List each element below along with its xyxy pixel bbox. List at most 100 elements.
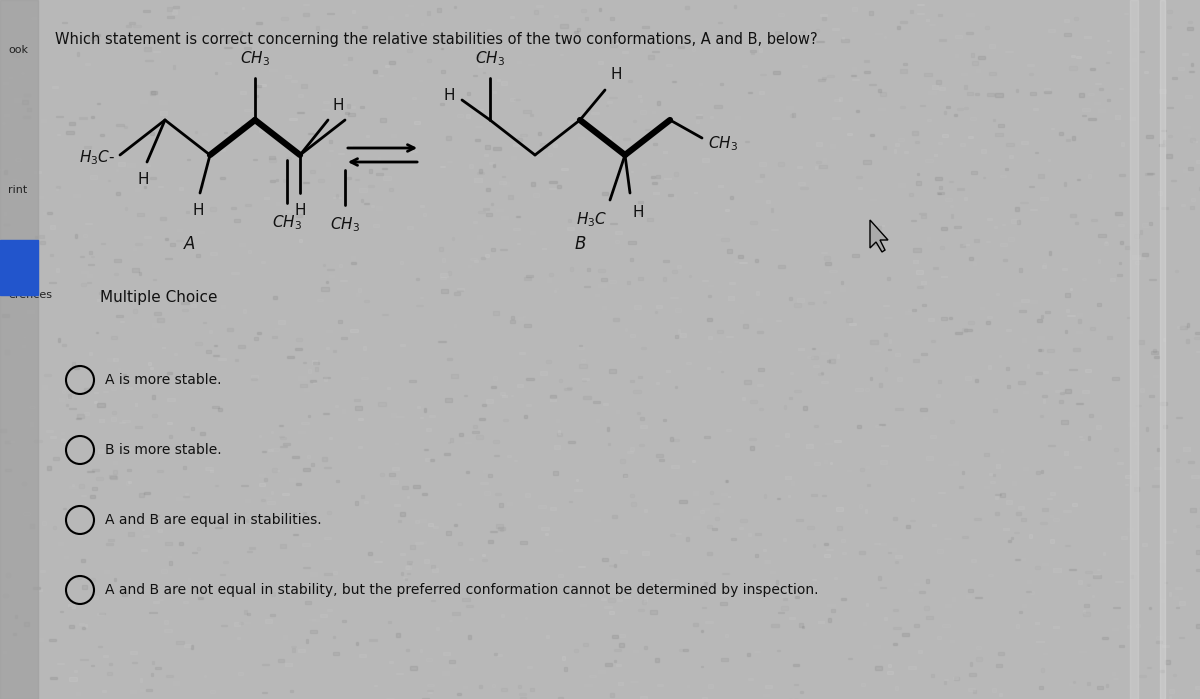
Bar <box>989 473 992 475</box>
Bar <box>971 171 977 174</box>
Bar <box>832 609 835 612</box>
Bar <box>269 69 277 71</box>
Bar <box>475 126 482 127</box>
Bar <box>364 501 368 503</box>
Bar <box>874 242 880 245</box>
Bar <box>474 75 478 76</box>
Bar <box>500 614 504 617</box>
Bar <box>1172 674 1176 676</box>
Bar <box>822 17 826 20</box>
Bar <box>864 71 870 73</box>
Bar <box>1140 388 1144 391</box>
Bar <box>488 474 492 477</box>
Bar <box>763 560 769 563</box>
Bar <box>610 280 616 283</box>
Bar <box>127 448 130 451</box>
Bar <box>1064 182 1066 186</box>
Bar <box>396 416 403 417</box>
Bar <box>914 624 919 627</box>
Bar <box>98 646 102 647</box>
Bar <box>824 291 829 293</box>
Bar <box>1153 375 1158 377</box>
Bar <box>457 114 463 117</box>
Bar <box>823 158 826 162</box>
Bar <box>931 340 935 342</box>
Bar <box>127 163 136 167</box>
Bar <box>725 480 727 482</box>
Bar <box>449 619 451 621</box>
Bar <box>485 491 490 494</box>
Bar <box>896 26 900 29</box>
Bar <box>816 29 818 32</box>
Bar <box>971 53 974 57</box>
Bar <box>479 169 482 173</box>
Bar <box>448 442 450 443</box>
Bar <box>540 143 546 146</box>
Bar <box>292 648 294 651</box>
Bar <box>546 635 550 638</box>
Bar <box>1030 209 1037 210</box>
Bar <box>224 47 233 48</box>
Bar <box>16 159 20 161</box>
Bar <box>863 159 871 164</box>
Bar <box>457 289 463 291</box>
Bar <box>1093 575 1100 578</box>
Bar <box>967 177 971 180</box>
Bar <box>355 501 358 505</box>
Bar <box>792 481 794 485</box>
Bar <box>114 578 116 581</box>
Bar <box>906 525 910 528</box>
Bar <box>1087 584 1090 586</box>
Bar <box>655 310 656 313</box>
Bar <box>856 110 859 112</box>
Bar <box>948 150 950 153</box>
Bar <box>150 178 156 179</box>
Bar <box>479 419 485 420</box>
Bar <box>172 10 178 13</box>
Bar <box>727 250 732 253</box>
Bar <box>1096 426 1102 429</box>
Bar <box>490 531 497 533</box>
Bar <box>902 633 908 636</box>
Bar <box>1063 510 1070 512</box>
Bar <box>409 563 413 564</box>
Bar <box>394 38 400 39</box>
Bar <box>895 143 899 145</box>
Bar <box>53 86 58 88</box>
Bar <box>730 282 736 284</box>
Bar <box>80 658 88 660</box>
Bar <box>624 475 626 477</box>
Bar <box>911 498 914 500</box>
Bar <box>538 132 541 135</box>
Bar <box>533 193 539 196</box>
Bar <box>104 570 109 572</box>
Bar <box>972 375 976 376</box>
Bar <box>941 408 943 412</box>
Bar <box>306 640 308 642</box>
Bar <box>2 122 5 124</box>
Bar <box>750 400 757 403</box>
Bar <box>140 549 148 551</box>
Bar <box>90 495 95 498</box>
Bar <box>847 134 852 135</box>
Bar <box>407 496 409 498</box>
Bar <box>1157 449 1159 451</box>
Bar <box>487 540 493 543</box>
Bar <box>114 273 119 275</box>
Bar <box>1178 67 1184 70</box>
Bar <box>797 166 802 168</box>
Bar <box>124 127 127 128</box>
Bar <box>883 305 889 306</box>
Bar <box>60 632 67 635</box>
Bar <box>824 256 830 260</box>
Bar <box>770 208 773 212</box>
Bar <box>49 639 55 640</box>
Bar <box>241 125 245 127</box>
Bar <box>725 209 730 210</box>
Bar <box>833 359 836 360</box>
Bar <box>488 162 494 164</box>
Bar <box>388 621 390 623</box>
Bar <box>510 15 514 18</box>
Bar <box>1190 206 1194 209</box>
Bar <box>1048 159 1050 161</box>
